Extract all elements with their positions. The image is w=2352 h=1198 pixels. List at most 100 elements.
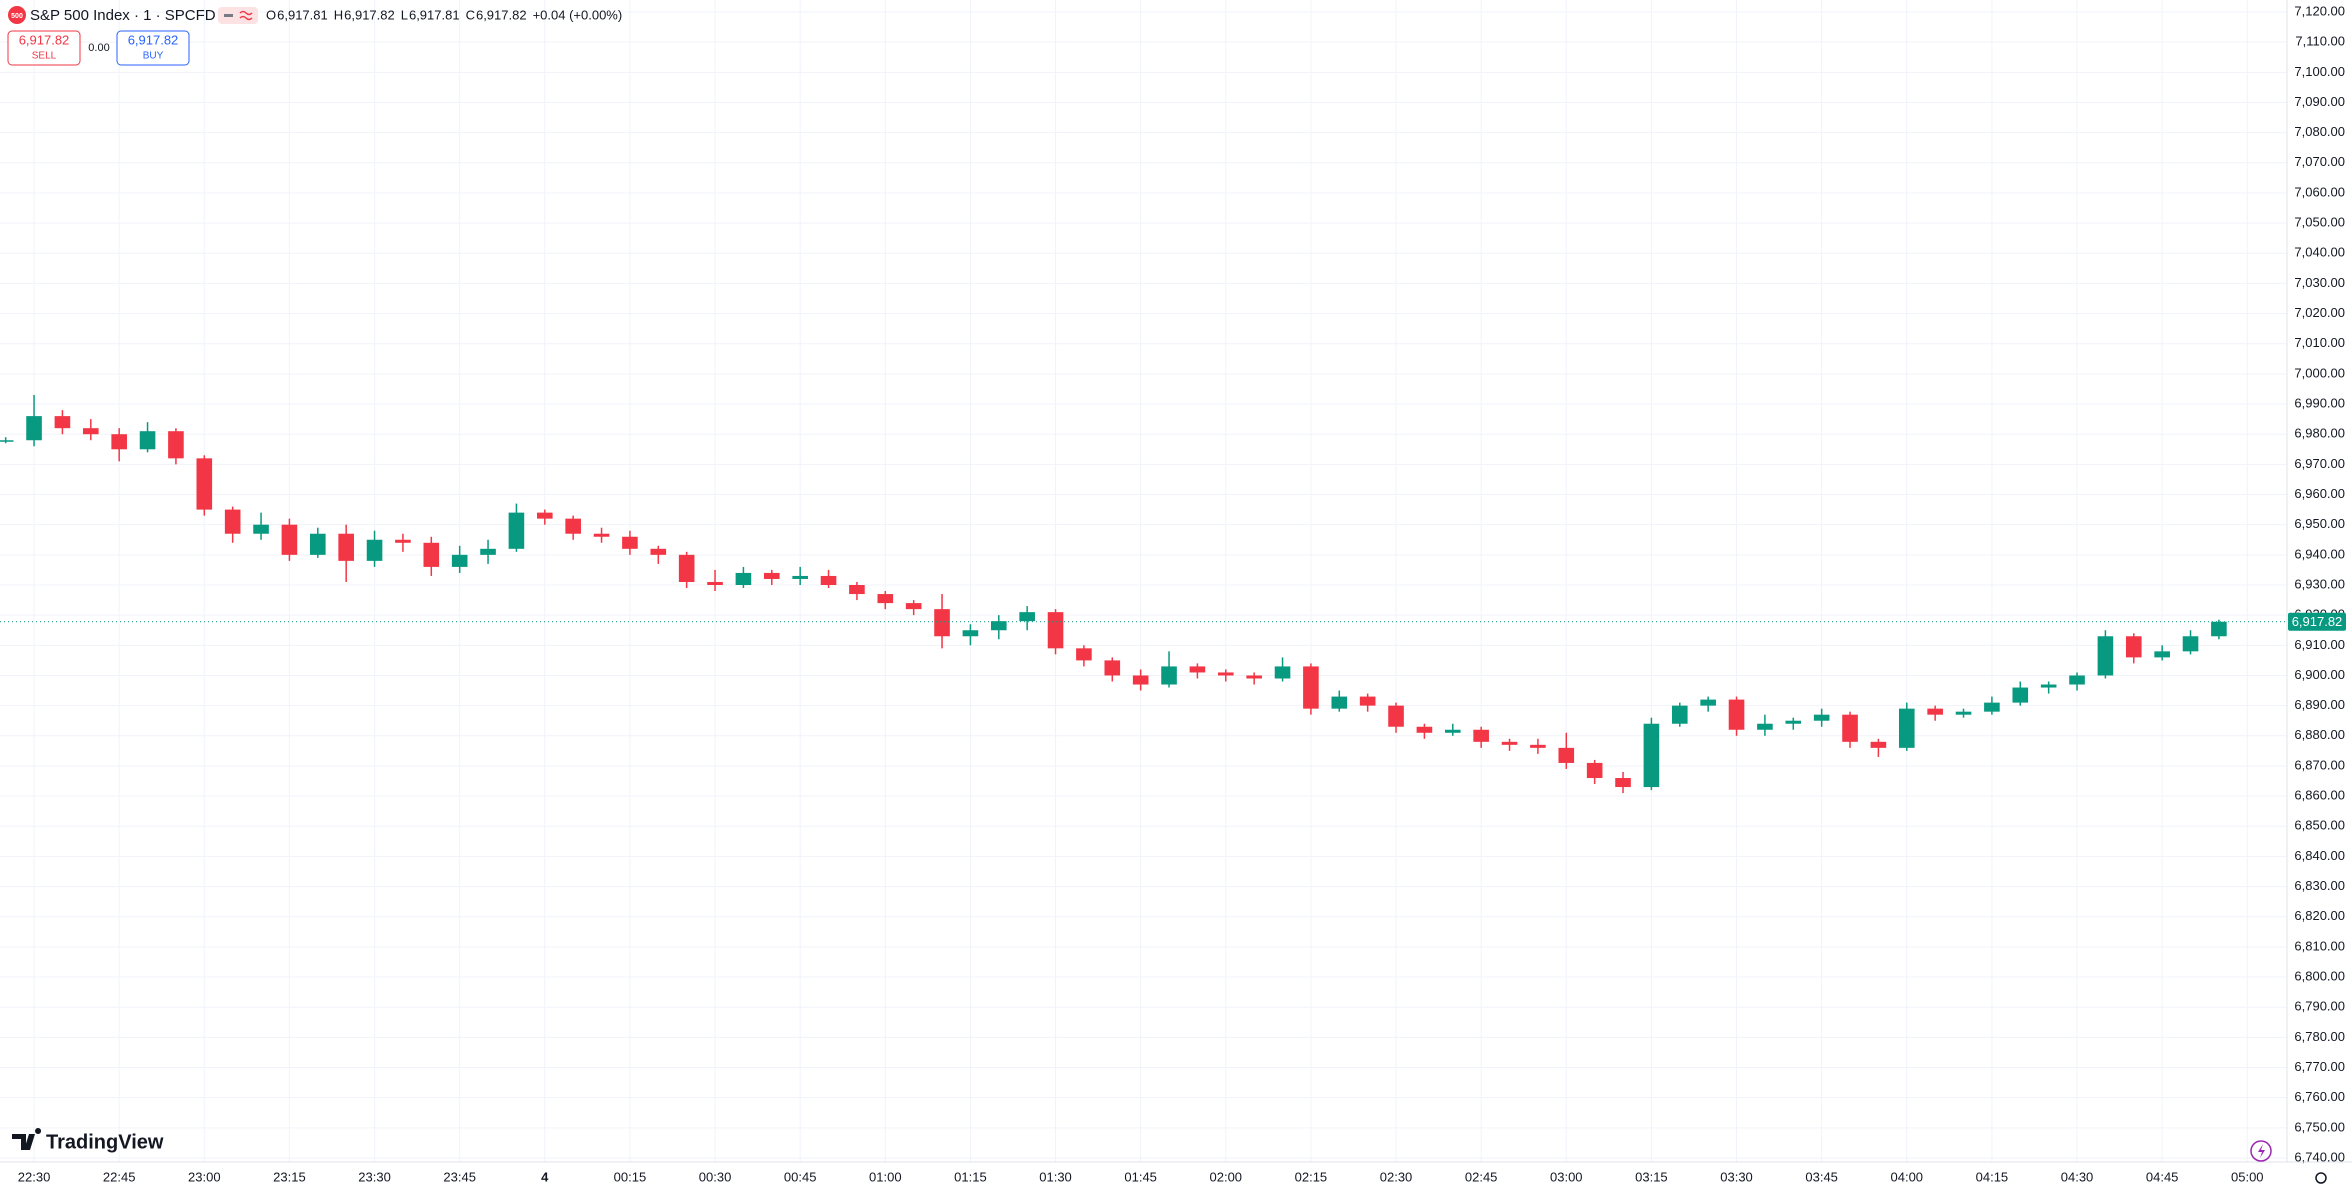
candle-body	[54, 416, 71, 429]
buy-price: 6,917.82	[128, 32, 179, 47]
ohlc-value: 6,917.81	[409, 7, 460, 22]
x-tick-label: 04:30	[2061, 1169, 2094, 1184]
candle-body	[990, 621, 1007, 631]
ohlc-label: H	[334, 7, 343, 22]
candle-body	[536, 512, 553, 519]
candle-body	[508, 512, 525, 549]
x-tick-label: 03:45	[1805, 1169, 1838, 1184]
x-tick-label: 04:45	[2146, 1169, 2179, 1184]
candle-body	[962, 630, 979, 637]
candle-body	[1444, 729, 1461, 733]
x-tick-label: 23:45	[443, 1169, 476, 1184]
y-tick-label: 6,860.00	[2294, 788, 2345, 803]
brand-logo	[12, 1128, 42, 1150]
candle-body	[2069, 675, 2085, 685]
lightning-button[interactable]	[2250, 1140, 2272, 1162]
candle-body	[395, 539, 411, 543]
x-tick-label: 04:15	[1976, 1169, 2009, 1184]
candle-body	[1076, 648, 1092, 661]
y-tick-label: 6,800.00	[2294, 968, 2345, 983]
settings-button[interactable]	[2315, 1172, 2327, 1184]
x-tick-label: 22:30	[18, 1169, 51, 1184]
candle-body	[224, 509, 241, 534]
x-tick-label: 04:00	[1891, 1169, 1924, 1184]
candle-body	[1047, 612, 1064, 649]
y-tick-label: 6,840.00	[2294, 848, 2345, 863]
ohlc-value: 6,917.82	[344, 7, 395, 22]
y-tick-label: 6,740.00	[2294, 1149, 2345, 1164]
candle-body	[366, 539, 383, 561]
candle-body	[650, 548, 667, 555]
y-tick-label: 6,900.00	[2294, 667, 2345, 682]
candle-body	[1898, 708, 1915, 748]
candle-body	[168, 431, 184, 459]
candle-body	[622, 536, 638, 549]
candle-body	[0, 440, 14, 442]
candle-body	[763, 572, 780, 579]
x-tick-label: 05:00	[2231, 1169, 2264, 1184]
candle-body	[1984, 702, 2000, 712]
last-price-box	[2288, 612, 2346, 631]
x-tick-label: 23:15	[273, 1169, 306, 1184]
candle-body	[820, 575, 837, 585]
x-tick-label: 00:45	[784, 1169, 817, 1184]
sell-button[interactable]	[7, 30, 81, 66]
candle-body	[26, 416, 42, 441]
y-tick-label: 7,090.00	[2294, 94, 2345, 109]
y-tick-label: 6,970.00	[2294, 456, 2345, 471]
brand-name[interactable]: TradingView	[46, 1131, 164, 1153]
y-tick-label: 7,010.00	[2294, 335, 2345, 350]
y-tick-label: 7,040.00	[2294, 245, 2345, 260]
candle-body	[1161, 666, 1177, 685]
candle-body	[1842, 714, 1858, 742]
x-tick-label: 23:30	[358, 1169, 391, 1184]
candle-body	[2040, 684, 2057, 688]
candle-body	[1785, 720, 1802, 724]
x-tick-label: 00:30	[699, 1169, 732, 1184]
ohlc-label: L	[401, 7, 408, 22]
y-tick-label: 6,880.00	[2294, 727, 2345, 742]
candle-body	[423, 542, 440, 567]
candle-body	[139, 431, 156, 450]
spread: 0.00	[88, 42, 109, 54]
candle-body	[2097, 636, 2114, 676]
last-price-label: 6,917.82	[2292, 614, 2343, 629]
x-tick-label: 4	[541, 1169, 549, 1184]
candle-body	[1700, 699, 1716, 706]
candle-body	[1331, 696, 1348, 709]
symbol-title[interactable]: S&P 500 Index · 1 · SPCFD	[30, 7, 216, 24]
candle-body	[934, 609, 950, 637]
candle-body	[1388, 705, 1404, 727]
candle-body	[1586, 762, 1603, 779]
y-tick-label: 7,030.00	[2294, 275, 2345, 290]
y-tick-label: 6,950.00	[2294, 516, 2345, 531]
ohlc-value: 6,917.82	[476, 7, 527, 22]
candle-body	[1104, 660, 1121, 676]
sell-price: 6,917.82	[19, 32, 70, 47]
buy-button[interactable]	[116, 30, 190, 66]
x-tick-label: 02:00	[1210, 1169, 1243, 1184]
candle-body	[2012, 687, 2029, 703]
y-tick-label: 6,820.00	[2294, 908, 2345, 923]
candle-body	[1217, 672, 1234, 676]
x-tick-label: 22:45	[103, 1169, 136, 1184]
x-tick-label: 02:15	[1295, 1169, 1328, 1184]
ohlc-label: O	[266, 7, 276, 22]
candle-body	[1870, 741, 1887, 748]
candle-body	[196, 458, 213, 510]
candle-body	[1473, 729, 1489, 742]
candle-body	[338, 533, 354, 561]
y-tick-label: 7,070.00	[2294, 154, 2345, 169]
x-tick-label: 02:30	[1380, 1169, 1413, 1184]
x-tick-label: 03:00	[1550, 1169, 1583, 1184]
y-tick-label: 6,870.00	[2294, 757, 2345, 772]
x-tick-label: 01:45	[1124, 1169, 1157, 1184]
candle-body	[82, 428, 99, 435]
candle-body	[1643, 723, 1660, 788]
candle-body	[1615, 778, 1631, 788]
y-tick-label: 6,830.00	[2294, 878, 2345, 893]
y-tick-label: 6,770.00	[2294, 1059, 2345, 1074]
